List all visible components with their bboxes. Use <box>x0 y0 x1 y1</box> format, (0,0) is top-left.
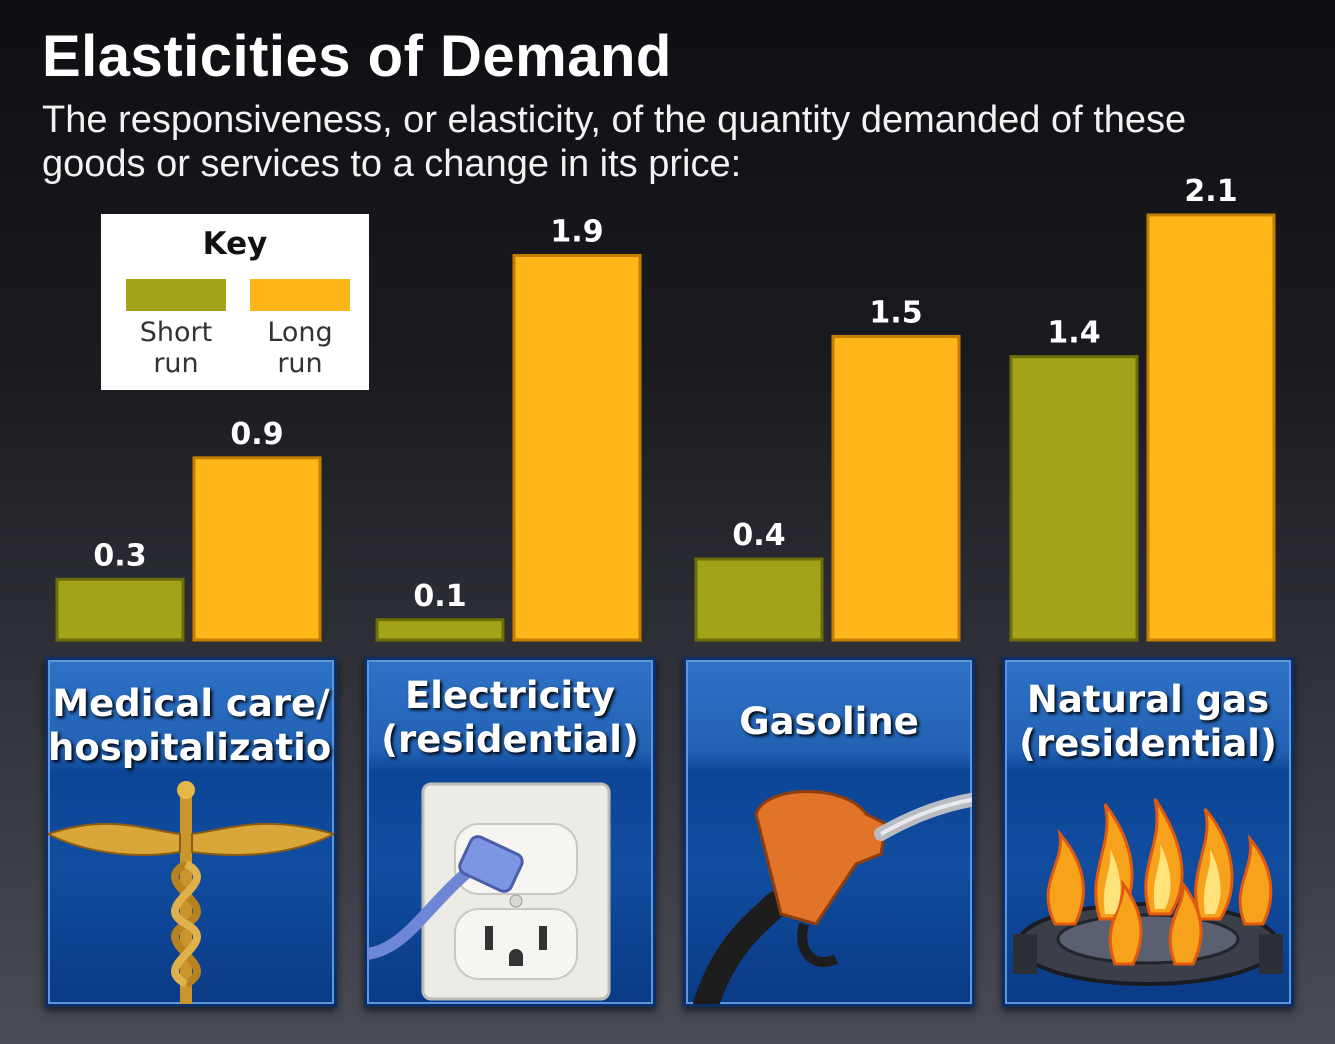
bar-long-run-1 <box>512 253 642 642</box>
category-label-electricity: Electricity (residential) <box>367 674 653 762</box>
category-panel-gasoline: Gasoline <box>683 657 975 1007</box>
data-label-short-run-0: 0.3 <box>93 538 146 573</box>
legend-label-long-run: Long run <box>267 317 333 379</box>
chart-subtitle: The responsiveness, or elasticity, of th… <box>42 99 1187 185</box>
data-label-short-run-2: 0.4 <box>732 518 785 553</box>
bar-long-run-0 <box>192 456 322 642</box>
category-label-gasoline: Gasoline <box>686 700 972 744</box>
data-label-long-run-2: 1.5 <box>869 295 922 330</box>
bar-long-run-2 <box>831 334 961 642</box>
category-panel-medical-care: Medical care/ hospitalization <box>45 657 337 1007</box>
category-label-line: (residential) <box>381 718 639 761</box>
legend-item-short-run: Short run <box>126 279 226 379</box>
bar-short-run-3 <box>1009 355 1139 642</box>
category-label-natural-gas: Natural gas (residential) <box>1005 678 1291 766</box>
category-label-line: Natural gas <box>1026 678 1270 721</box>
gas-burner-flame-icon <box>1013 798 1283 986</box>
legend-swatch-long-run <box>250 279 350 311</box>
electrical-outlet-icon <box>367 782 611 1001</box>
data-label-long-run-3: 2.1 <box>1184 174 1237 209</box>
category-panel-natural-gas: Natural gas (residential) <box>1002 657 1294 1007</box>
data-label-short-run-1: 0.1 <box>413 579 466 614</box>
category-label-line: (residential) <box>1019 722 1277 765</box>
bar-short-run-0 <box>55 577 185 642</box>
data-label-long-run-0: 0.9 <box>230 417 283 452</box>
category-label-line: hospitalization <box>48 726 337 769</box>
chart-title: Elasticities of Demand <box>42 24 672 89</box>
bar-short-run-2 <box>694 557 824 642</box>
bar-short-run-1 <box>375 618 505 642</box>
data-label-long-run-1: 1.9 <box>550 214 603 249</box>
caduceus-icon <box>48 781 334 1004</box>
category-label-line: Gasoline <box>739 700 919 743</box>
legend-item-long-run: Long run <box>250 279 350 379</box>
legend-label-short-run: Short run <box>139 317 213 379</box>
bar-long-run-3 <box>1146 213 1276 642</box>
legend: Key Short run Long run <box>101 214 369 390</box>
category-label-line: Medical care/ <box>52 682 330 725</box>
data-label-short-run-3: 1.4 <box>1047 316 1100 351</box>
category-panel-electricity: Electricity (residential) <box>364 657 656 1007</box>
gas-pump-nozzle-icon <box>693 790 972 1004</box>
category-label-medical-care: Medical care/ hospitalization <box>48 682 334 770</box>
category-label-line: Electricity <box>404 674 616 717</box>
legend-swatch-short-run <box>126 279 226 311</box>
legend-title: Key <box>202 226 268 262</box>
